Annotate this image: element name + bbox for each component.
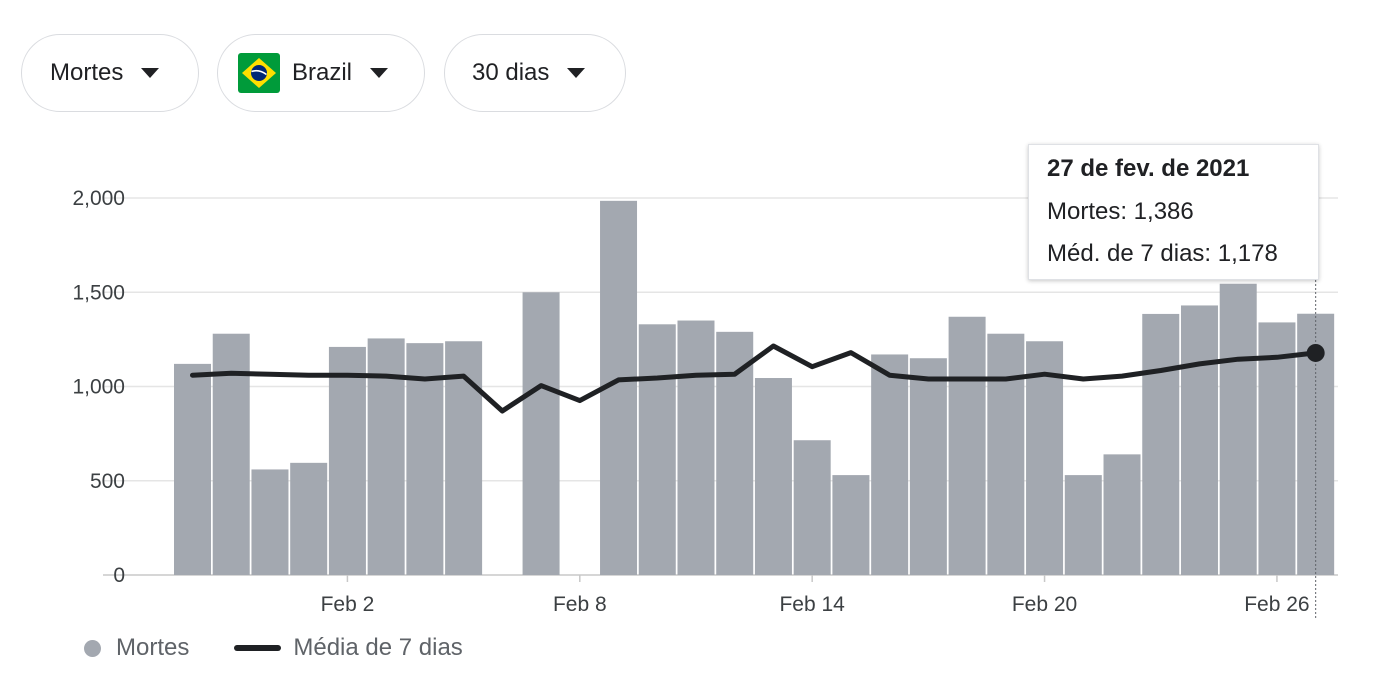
y-tick-label: 1,500	[72, 281, 125, 304]
legend-bar-swatch	[84, 639, 101, 657]
metric-label: Mortes	[50, 59, 124, 86]
bar-deaths	[716, 331, 754, 575]
caret-down-icon	[141, 68, 160, 78]
caret-down-icon	[567, 68, 586, 78]
bar-deaths	[871, 354, 909, 575]
bar-deaths	[1142, 313, 1180, 575]
bar-deaths	[522, 292, 560, 575]
bar-deaths	[754, 378, 792, 575]
legend-line-swatch	[234, 645, 282, 651]
average-line	[190, 343, 1319, 414]
bar-deaths	[832, 475, 870, 575]
bar-deaths	[638, 324, 676, 575]
y-tick-label: 1,000	[72, 376, 125, 399]
tooltip-deaths: Mortes: 1,386	[1047, 198, 1194, 225]
average-highlight-point	[1306, 343, 1325, 362]
bar-deaths	[212, 333, 250, 575]
bar-deaths	[909, 358, 947, 575]
x-tick-label: Feb 14	[779, 593, 845, 616]
y-tick-label: 500	[90, 470, 125, 493]
metric-dropdown[interactable]: Mortes	[21, 34, 199, 112]
y-tick-label: 2,000	[72, 187, 125, 210]
country-label: Brazil	[292, 59, 353, 86]
range-dropdown[interactable]: 30 dias	[444, 34, 626, 112]
x-tick-label: Feb 2	[321, 593, 375, 616]
bar-deaths	[948, 316, 986, 575]
x-tick-label: Feb 8	[553, 593, 607, 616]
country-dropdown[interactable]: Brazil	[217, 34, 425, 112]
bar-deaths	[677, 320, 715, 575]
bar-deaths	[1103, 454, 1141, 575]
chart-tooltip: 27 de fev. de 2021 Mortes: 1,386 Méd. de…	[1028, 144, 1319, 280]
legend-label-average: Média de 7 dias	[293, 634, 463, 661]
bar-deaths	[987, 333, 1025, 575]
bar-deaths	[445, 341, 483, 575]
brazil-flag-icon	[238, 53, 280, 93]
bar-deaths	[1258, 322, 1296, 575]
tooltip-date: 27 de fev. de 2021	[1047, 155, 1250, 182]
bar-deaths	[251, 469, 289, 575]
range-label: 30 dias	[472, 59, 550, 86]
bar-deaths	[1026, 341, 1064, 575]
bar-deaths	[793, 440, 831, 575]
x-tick-label: Feb 26	[1244, 593, 1309, 616]
bar-deaths	[1064, 475, 1102, 575]
bar-deaths	[1180, 305, 1218, 575]
bar-deaths	[174, 363, 211, 575]
caret-down-icon	[370, 68, 389, 78]
bar-deaths	[406, 343, 444, 575]
x-tick-label: Feb 20	[1012, 593, 1077, 616]
tooltip-average: Méd. de 7 dias: 1,178	[1047, 240, 1278, 267]
bar-deaths	[1219, 283, 1257, 575]
bar-deaths	[328, 346, 366, 575]
legend-label-deaths: Mortes	[116, 634, 190, 661]
y-tick-label: 0	[113, 564, 125, 587]
chart-legend: Mortes Média de 7 dias	[84, 634, 463, 662]
bar-deaths	[290, 462, 328, 575]
